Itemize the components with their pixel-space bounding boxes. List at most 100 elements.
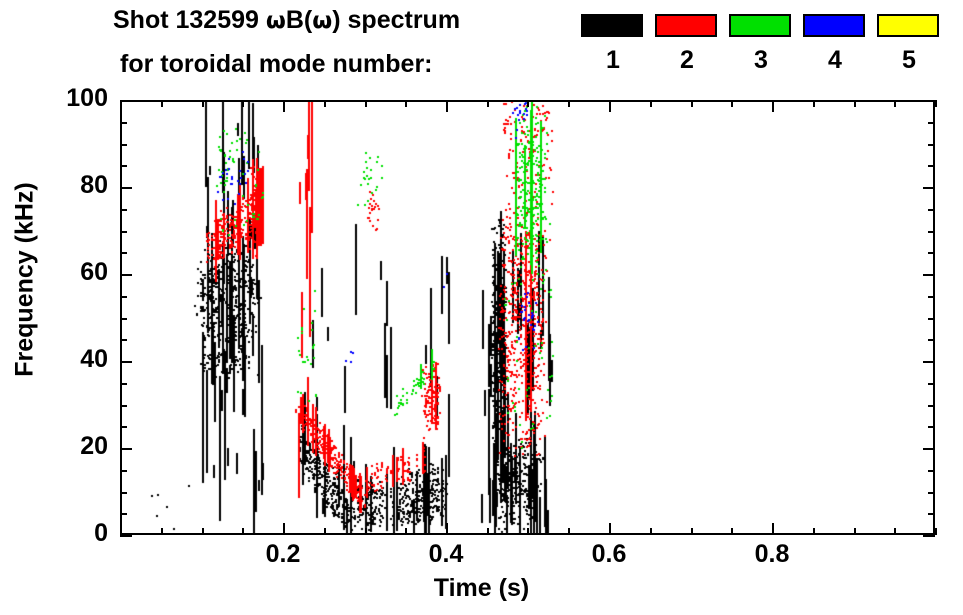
y-tick-right bbox=[928, 383, 935, 385]
x-tick-top bbox=[691, 100, 693, 107]
x-tick-bottom bbox=[161, 528, 163, 535]
legend-label-1: 1 bbox=[606, 46, 620, 74]
y-tick-right bbox=[928, 339, 935, 341]
x-tick-top bbox=[487, 100, 489, 107]
legend-item-2: 2 bbox=[655, 14, 719, 74]
y-tick-left bbox=[120, 231, 127, 233]
figure-title-line-1: Shot 132599 ωB(ω) spectrum bbox=[113, 6, 460, 35]
legend-swatch-3 bbox=[729, 14, 791, 37]
legend-swatch-5 bbox=[877, 14, 939, 37]
legend-swatch-4 bbox=[803, 14, 865, 37]
legend-label-4: 4 bbox=[828, 46, 842, 74]
x-tick-top bbox=[609, 100, 611, 112]
x-tick-bottom bbox=[568, 528, 570, 535]
y-tick-right bbox=[923, 361, 935, 363]
legend-label-3: 3 bbox=[754, 46, 768, 74]
x-tick-bottom bbox=[854, 528, 856, 535]
x-tick-top bbox=[650, 100, 652, 107]
y-tick-left bbox=[120, 339, 127, 341]
y-tick-right bbox=[928, 470, 935, 472]
y-tick-right bbox=[928, 405, 935, 407]
y-tick-right bbox=[928, 165, 935, 167]
y-tick-right bbox=[923, 448, 935, 450]
legend-item-4: 4 bbox=[803, 14, 867, 74]
figure-title-line-2: for toroidal mode number: bbox=[120, 50, 433, 78]
x-tick-top bbox=[854, 100, 856, 107]
x-tick-bottom bbox=[527, 528, 529, 535]
x-tick-top bbox=[405, 100, 407, 107]
y-tick-right bbox=[923, 535, 935, 537]
x-tick-top bbox=[731, 100, 733, 107]
title-middle: B( bbox=[285, 6, 313, 34]
omega-symbol-2: ω bbox=[312, 8, 333, 34]
x-tick-top bbox=[202, 100, 204, 107]
legend-swatch-2 bbox=[655, 14, 717, 37]
y-tick-label: 0 bbox=[94, 519, 108, 547]
x-tick-top bbox=[324, 100, 326, 107]
y-tick-left bbox=[120, 274, 132, 276]
x-tick-top bbox=[894, 100, 896, 107]
y-tick-right bbox=[928, 144, 935, 146]
legend-item-5: 5 bbox=[877, 14, 941, 74]
x-tick-bottom bbox=[731, 528, 733, 535]
legend: 1 2 3 4 5 bbox=[0, 0, 963, 95]
x-axis-title: Time (s) bbox=[433, 574, 530, 602]
x-tick-top bbox=[446, 100, 448, 112]
x-tick-bottom bbox=[283, 523, 285, 535]
omega-symbol-1: ω bbox=[265, 8, 286, 34]
y-tick-label: 40 bbox=[80, 345, 108, 373]
y-tick-left bbox=[120, 296, 127, 298]
x-tick-top bbox=[935, 100, 937, 107]
y-tick-left bbox=[120, 252, 127, 254]
x-tick-top bbox=[283, 100, 285, 112]
y-tick-label: 60 bbox=[80, 258, 108, 286]
x-tick-bottom bbox=[120, 528, 122, 535]
y-tick-left bbox=[120, 122, 127, 124]
y-tick-left bbox=[120, 535, 132, 537]
x-tick-bottom bbox=[813, 528, 815, 535]
y-tick-right bbox=[928, 122, 935, 124]
legend-label-2: 2 bbox=[680, 46, 694, 74]
x-tick-label: 0.6 bbox=[591, 540, 627, 568]
x-tick-top bbox=[568, 100, 570, 107]
y-tick-left bbox=[120, 100, 132, 102]
y-tick-label: 80 bbox=[80, 171, 108, 199]
legend-swatch-1 bbox=[581, 14, 643, 37]
y-tick-right bbox=[928, 318, 935, 320]
title-prefix: Shot 132599 bbox=[113, 6, 266, 34]
y-tick-left bbox=[120, 470, 127, 472]
legend-item-3: 3 bbox=[729, 14, 793, 74]
y-tick-right bbox=[928, 513, 935, 515]
y-tick-left bbox=[120, 492, 127, 494]
y-tick-right bbox=[928, 252, 935, 254]
x-tick-bottom bbox=[405, 528, 407, 535]
x-tick-bottom bbox=[609, 523, 611, 535]
y-tick-right bbox=[928, 209, 935, 211]
x-tick-bottom bbox=[772, 523, 774, 535]
y-tick-left bbox=[120, 426, 127, 428]
y-tick-right bbox=[923, 274, 935, 276]
y-tick-left bbox=[120, 318, 127, 320]
y-axis-title: Frequency (kHz) bbox=[10, 182, 39, 377]
y-tick-right bbox=[923, 100, 935, 102]
y-tick-right bbox=[928, 426, 935, 428]
title-suffix: ) spectrum bbox=[332, 6, 461, 34]
y-tick-label: 20 bbox=[80, 432, 108, 460]
legend-item-1: 1 bbox=[581, 14, 645, 74]
x-tick-top bbox=[527, 100, 529, 107]
y-tick-left bbox=[120, 361, 132, 363]
x-tick-bottom bbox=[202, 528, 204, 535]
x-tick-bottom bbox=[691, 528, 693, 535]
x-tick-top bbox=[772, 100, 774, 112]
x-tick-bottom bbox=[894, 528, 896, 535]
x-tick-bottom bbox=[446, 523, 448, 535]
x-tick-top bbox=[161, 100, 163, 107]
x-tick-top bbox=[365, 100, 367, 107]
y-tick-left bbox=[120, 383, 127, 385]
y-tick-right bbox=[928, 296, 935, 298]
x-tick-bottom bbox=[650, 528, 652, 535]
y-tick-left bbox=[120, 513, 127, 515]
legend-label-5: 5 bbox=[902, 46, 916, 74]
plot-area bbox=[120, 100, 937, 537]
